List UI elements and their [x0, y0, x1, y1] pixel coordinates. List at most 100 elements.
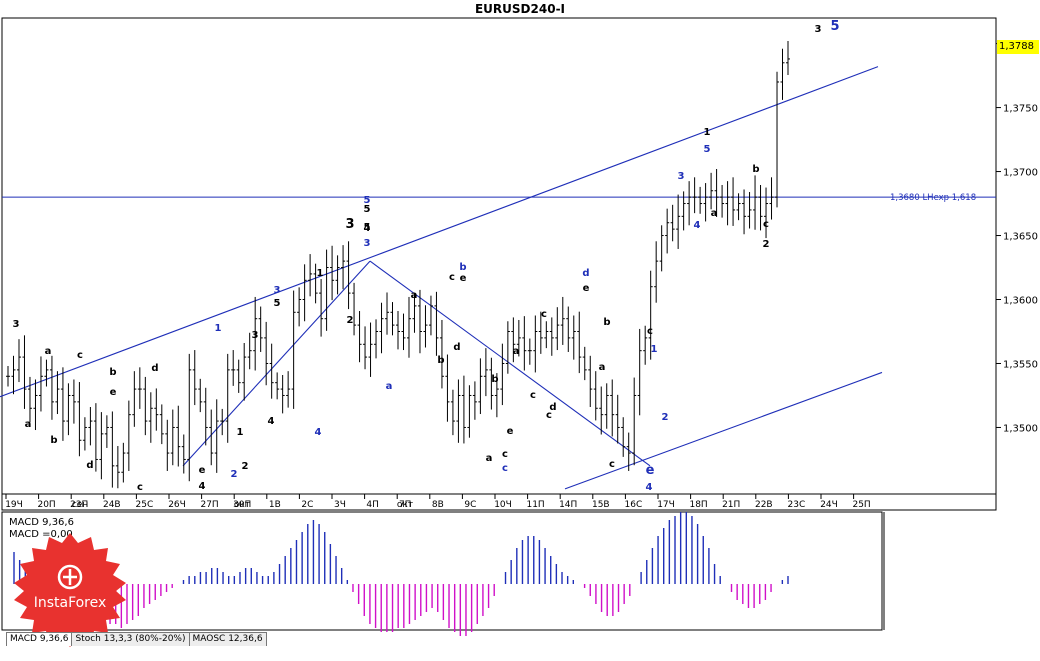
logo-text: InstaForex — [34, 595, 107, 611]
wave-label: d — [86, 460, 93, 471]
wave-label: 5 — [364, 204, 371, 215]
x-tick-label: 11П — [526, 500, 544, 510]
wave-label: 5 — [704, 144, 711, 155]
trend-line-upper-channel — [0, 66, 879, 398]
indicator-tabs: MACD 9,36,6 Stoch 13,3,3 (80%-20%) MAOSC… — [6, 632, 267, 646]
wave-label: a — [25, 419, 32, 430]
x-tick-label: 16С — [625, 500, 643, 510]
wave-label: 5 — [274, 298, 281, 309]
wave-label: a — [486, 453, 493, 464]
x-tick-label: 30П — [233, 500, 251, 510]
wave-label: 3 — [678, 171, 685, 182]
wave-label: d — [151, 363, 158, 374]
wave-label: a — [513, 346, 520, 357]
x-tick-label: сен — [72, 500, 88, 510]
wave-label: a — [411, 290, 418, 301]
wave-label: a — [45, 346, 52, 357]
wave-label: b — [50, 435, 57, 446]
x-tick-label: 10Ч — [494, 500, 512, 510]
x-tick-label: 22В — [755, 500, 773, 510]
x-tick-label: 14П — [559, 500, 577, 510]
wave-label: e — [460, 273, 467, 284]
wave-label: c — [502, 449, 508, 460]
wave-label: c — [137, 482, 143, 493]
trend-line-wave-line-2 — [369, 260, 651, 467]
x-tick-label: 8В — [432, 500, 444, 510]
y-tick-label: 1,3500 — [1003, 423, 1038, 434]
wave-label: 2 — [662, 412, 669, 423]
tab-stoch[interactable]: Stoch 13,3,3 (80%-20%) — [71, 632, 190, 646]
wave-label: b — [491, 374, 498, 385]
y-tick-label: 1,3700 — [1003, 168, 1038, 179]
wave-label: b — [603, 317, 610, 328]
wave-label: 3 — [364, 238, 371, 249]
wave-label: d — [549, 402, 556, 413]
wave-label: 3 — [13, 319, 20, 330]
macd-label: MACD 9,36,6 — [9, 517, 74, 528]
current-price-tag: 1,3788 — [997, 40, 1039, 54]
wave-label: 2 — [763, 239, 770, 250]
trend-line-wave-line-1 — [182, 260, 371, 467]
wave-label: 3 — [252, 330, 259, 341]
wave-label: b — [752, 164, 759, 175]
wave-label: 1 — [215, 323, 222, 334]
x-tick-label: 17Ч — [657, 500, 675, 510]
wave-label: 1 — [704, 127, 711, 138]
x-tick-label: 1В — [269, 500, 281, 510]
wave-label: a — [711, 208, 718, 219]
x-tick-label: 23С — [788, 500, 806, 510]
x-tick-label: 24В — [103, 500, 121, 510]
wave-label: c — [449, 272, 455, 283]
wave-label: c — [77, 350, 83, 361]
wave-label: b — [459, 262, 466, 273]
x-tick-label: 25П — [852, 500, 870, 510]
wave-label: 2 — [347, 315, 354, 326]
x-tick-label: 24Ч — [820, 500, 838, 510]
x-tick-label: 15В — [592, 500, 610, 510]
x-tick-label: 3Ч — [334, 500, 346, 510]
wave-label: c — [763, 219, 769, 230]
x-tick-label: 19Ч — [5, 500, 23, 510]
y-tick-label: 1,3650 — [1003, 232, 1038, 243]
y-tick-label: 1,3550 — [1003, 359, 1038, 370]
wave-label: 1 — [237, 427, 244, 438]
y-tick-label: 1,3600 — [1003, 296, 1038, 307]
x-tick-label: 20П — [37, 500, 55, 510]
wave-label: 4 — [315, 427, 322, 438]
x-tick-label: окт — [397, 500, 413, 510]
x-tick-label: 26Ч — [168, 500, 186, 510]
wave-label: e — [110, 387, 117, 398]
wave-label: c — [541, 309, 547, 320]
wave-label: c — [546, 410, 552, 421]
x-tick-label: 9С — [464, 500, 476, 510]
wave-label: 3 — [815, 24, 822, 35]
macd-value: MACD =0,00 — [9, 529, 73, 540]
x-tick-label: окт — [234, 500, 250, 510]
wave-label: 1 — [651, 344, 658, 355]
wave-label: 4 — [268, 416, 275, 427]
wave-label: 5 — [364, 195, 371, 206]
x-tick-label: 23П — [70, 500, 88, 510]
y-tick-label: 1,3750 — [1003, 104, 1038, 115]
wave-label: e — [199, 465, 206, 476]
wave-label: c — [609, 459, 615, 470]
x-tick-label: 4П — [366, 500, 379, 510]
wave-label: c — [530, 390, 536, 401]
wave-label: e — [583, 283, 590, 294]
tab-maosc[interactable]: MAOSC 12,36,6 — [188, 632, 267, 646]
wave-label: e — [646, 463, 655, 478]
wave-label: 3 — [274, 285, 281, 296]
wave-label: 2 — [242, 461, 249, 472]
wave-label: a — [386, 381, 393, 392]
chart-title: EURUSD240-I — [474, 2, 566, 16]
x-tick-label: 2С — [301, 500, 313, 510]
trend-line-lower-channel — [564, 371, 883, 490]
wave-label: 5 — [830, 19, 839, 34]
wave-label: 3 — [345, 217, 354, 232]
x-tick-label: 21П — [722, 500, 740, 510]
tab-macd[interactable]: MACD 9,36,6 — [6, 632, 73, 646]
wave-label: 2 — [231, 469, 238, 480]
x-tick-label: 25С — [136, 500, 154, 510]
x-tick-label: 7П — [399, 500, 412, 510]
